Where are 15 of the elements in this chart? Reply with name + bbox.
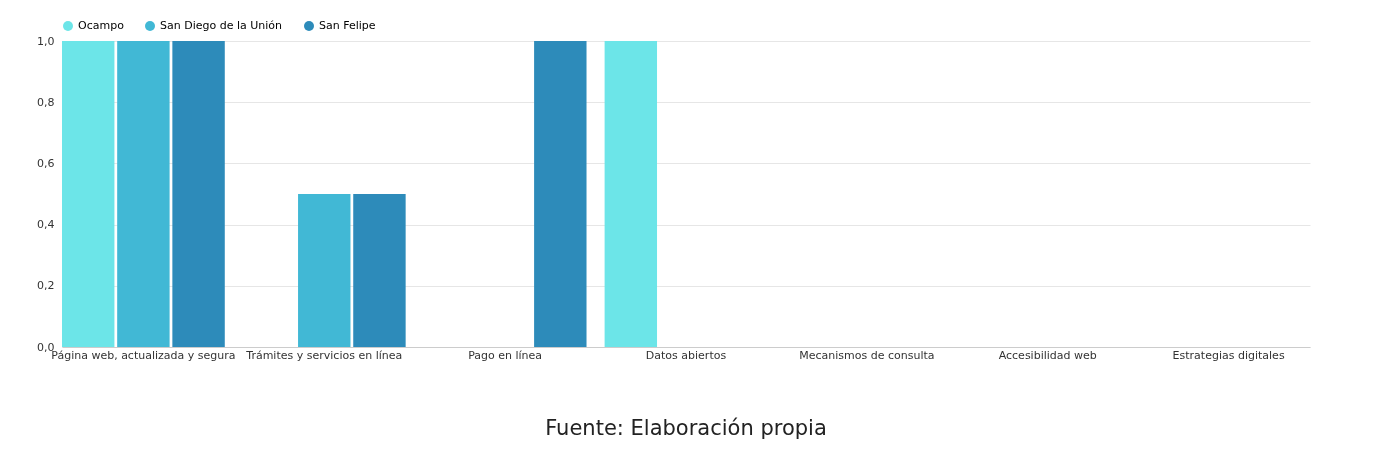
- x-tick-label: Estrategias digitales: [1172, 348, 1285, 362]
- legend-label: San Diego de la Unión: [160, 19, 283, 32]
- y-tick-label: 0,2: [37, 279, 55, 293]
- x-tick-label: Pago en línea: [468, 348, 543, 362]
- x-tick-label: Trámites y servicios en línea: [245, 348, 403, 362]
- y-tick-label: 1,0: [37, 34, 55, 48]
- x-tick-label: Accesibilidad web: [998, 348, 1097, 362]
- legend-label: Ocampo: [78, 19, 125, 32]
- x-tick-label: Datos abiertos: [645, 348, 727, 362]
- source-note: Fuente: Elaboración propia: [545, 416, 827, 440]
- y-tick-label: 0,6: [37, 156, 55, 170]
- x-tick-label: Mecanismos de consulta: [799, 348, 935, 362]
- y-tick-label: 0,4: [37, 218, 55, 232]
- y-tick-label: 0,8: [37, 95, 55, 109]
- legend-label: San Felipe: [319, 19, 376, 32]
